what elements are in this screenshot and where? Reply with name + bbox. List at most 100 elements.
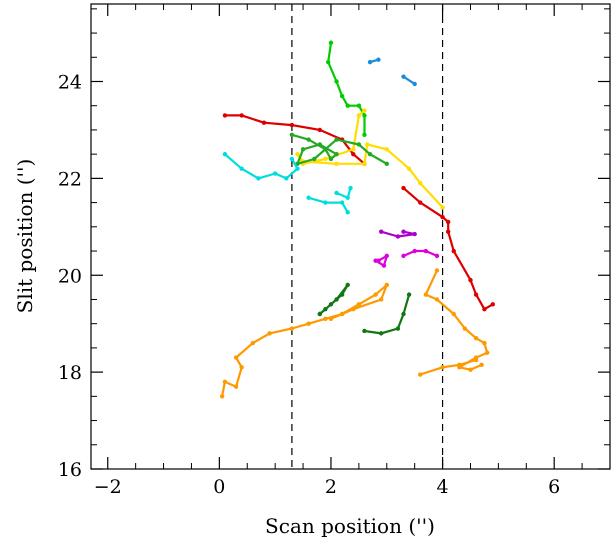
trace-13-point-15 [351,306,356,312]
trace-11-point-0 [401,253,406,259]
trace-16-point-5 [323,306,328,312]
trace-17-point-0 [362,328,367,334]
trace-14-point-11 [479,362,484,368]
trace-13-point-14 [378,297,384,302]
trace-5-point-10 [356,142,362,147]
trace-12-point-3 [376,258,381,263]
trace-4-point-13 [440,205,445,210]
trace-13-point-3 [239,365,244,370]
trace-1-point-5 [356,103,362,108]
trace-1-point-7 [362,132,367,137]
trace-2-point-1 [376,57,381,62]
x-tick-label-4: 6 [548,476,560,498]
trace-17-point-1 [378,331,384,336]
trace-13-point-0 [219,394,225,399]
trace-13-point-1 [222,379,228,385]
trace-3 [402,75,416,86]
trace-14-point-7 [485,350,490,355]
trace-9-point-0 [401,185,406,191]
trace-5-point-2 [323,147,328,152]
trace-16-point-2 [339,292,345,297]
trace-1-point-6 [362,113,367,118]
trace-11-point-1 [412,248,417,254]
trace-15-point-0 [418,372,423,377]
trace-4 [296,109,444,209]
trace-9-point-4 [445,229,451,234]
x-tick-label-1: 0 [213,476,225,498]
plot-frame [90,3,611,470]
trace-9-point-8 [482,306,487,312]
trace-4-point-10 [384,147,389,152]
trace-4-point-8 [362,161,367,167]
x-axis-title: Scan position ('') [265,514,435,538]
trace-15-point-3 [473,357,479,363]
trace-13-point-4 [233,355,239,360]
trace-16-point-6 [317,311,323,317]
trace-6-point-2 [256,176,261,181]
trace-0-point-3 [289,122,295,128]
trace-9-point-7 [473,292,479,297]
trace-4-point-0 [362,108,367,113]
trace-13-point-8 [306,321,311,326]
trace-6-point-1 [239,166,244,171]
trace-13-point-12 [373,292,378,297]
trace-6 [223,153,299,180]
trace-5-point-0 [289,132,295,137]
y-axis-title: Slit position ('') [13,159,37,314]
trace-11-point-3 [434,253,440,259]
trace-5-point-3 [328,156,334,162]
trace-13-point-11 [356,302,362,307]
trace-16-point-1 [328,302,334,307]
trace-6-point-3 [272,171,278,176]
trace-5 [290,133,388,165]
trace-5-point-6 [300,147,306,152]
trace-13-point-16 [339,311,345,317]
trace-9-point-3 [445,219,451,225]
trace-3-point-1 [412,81,417,87]
trace-14-point-2 [434,297,440,302]
trace-15-point-1 [440,365,445,370]
trace-16-point-3 [345,282,350,288]
trace-8-point-0 [334,190,339,196]
trace-17-point-4 [406,292,412,297]
trace-5-point-1 [306,137,311,142]
trace-9-point-6 [468,277,473,283]
trace-14-point-10 [468,367,473,372]
x-tick-label-3: 4 [437,476,449,498]
trace-7-point-2 [339,200,345,205]
trace-7 [307,196,349,214]
trace-7-point-0 [306,195,311,200]
trace-13-point-9 [323,316,328,322]
trace-0-point-1 [239,113,244,118]
trace-9 [402,187,494,311]
trace-10 [380,230,416,238]
trace-13-point-6 [267,331,272,336]
trace-5-point-12 [384,161,389,167]
trace-7-point-3 [345,210,350,215]
trace-10-point-1 [395,234,401,239]
trace-14-point-5 [473,336,479,341]
trace-6-point-0 [222,151,228,157]
x-tick-label-0: −2 [94,476,122,498]
trace-9-point-1 [418,200,423,205]
trace-9-point-2 [440,214,445,220]
trace-8-point-1 [345,195,350,200]
trace-2-point-0 [367,59,373,65]
trace-5-point-4 [334,151,339,157]
trace-4-point-11 [406,166,412,171]
trace-1-point-2 [334,79,339,84]
trace-10-point-2 [412,231,417,237]
trace-11-point-2 [423,248,429,254]
trace-6-point-5 [295,166,300,171]
trace-0-point-4 [317,127,323,133]
y-tick-label-0: 16 [58,459,82,481]
trace-13-point-17 [328,316,334,322]
trace-1-point-4 [345,103,350,108]
trace-14-point-6 [482,340,487,346]
trace-5-point-8 [312,156,317,162]
trace-4-point-5 [295,151,300,157]
trace-0-point-2 [261,120,267,125]
trace-5-point-11 [367,151,373,157]
